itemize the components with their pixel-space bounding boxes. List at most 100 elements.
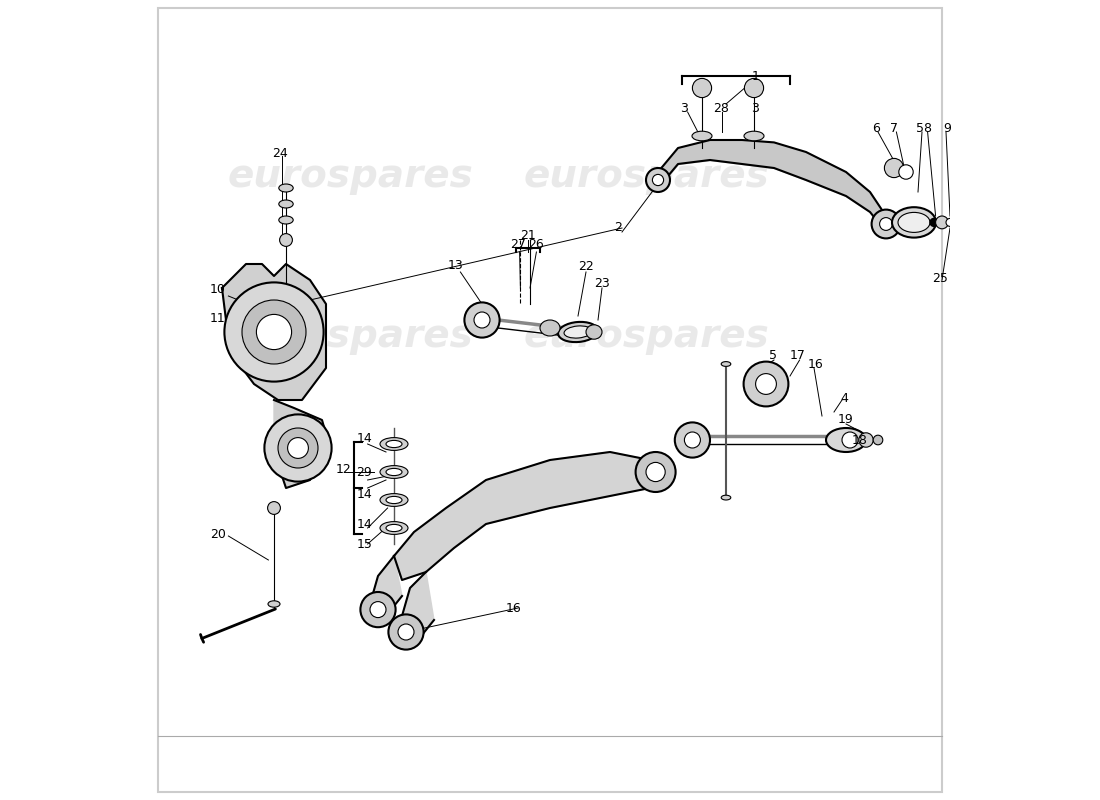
Polygon shape xyxy=(222,264,326,400)
Circle shape xyxy=(287,438,308,458)
Ellipse shape xyxy=(586,325,602,339)
Circle shape xyxy=(873,435,883,445)
Circle shape xyxy=(256,314,292,350)
Text: 12: 12 xyxy=(336,463,352,476)
Ellipse shape xyxy=(278,184,294,192)
Circle shape xyxy=(646,462,666,482)
Circle shape xyxy=(756,374,777,394)
Ellipse shape xyxy=(379,522,408,534)
Text: 27: 27 xyxy=(510,238,526,250)
Circle shape xyxy=(674,422,710,458)
Ellipse shape xyxy=(386,440,402,448)
Circle shape xyxy=(946,218,954,226)
Circle shape xyxy=(464,302,499,338)
Ellipse shape xyxy=(692,131,712,141)
Circle shape xyxy=(474,312,490,328)
Ellipse shape xyxy=(564,326,592,338)
Text: 16: 16 xyxy=(506,602,521,614)
Text: 5: 5 xyxy=(916,122,924,134)
Circle shape xyxy=(880,218,892,230)
Text: 22: 22 xyxy=(579,260,594,273)
Text: eurospares: eurospares xyxy=(227,157,473,195)
Text: 7: 7 xyxy=(890,122,898,134)
Circle shape xyxy=(684,432,701,448)
Ellipse shape xyxy=(379,438,408,450)
Text: 21: 21 xyxy=(520,229,537,242)
Circle shape xyxy=(871,210,901,238)
Circle shape xyxy=(278,428,318,468)
Text: 17: 17 xyxy=(790,349,806,362)
Ellipse shape xyxy=(268,601,280,607)
Ellipse shape xyxy=(540,320,560,336)
Circle shape xyxy=(279,234,293,246)
Text: 25: 25 xyxy=(932,272,947,285)
Text: 4: 4 xyxy=(840,392,848,405)
Circle shape xyxy=(859,433,873,447)
Circle shape xyxy=(692,78,712,98)
Text: eurospares: eurospares xyxy=(227,317,473,355)
Ellipse shape xyxy=(278,200,294,208)
Polygon shape xyxy=(370,556,402,616)
Ellipse shape xyxy=(892,207,936,238)
Text: 19: 19 xyxy=(838,413,854,426)
Circle shape xyxy=(398,624,414,640)
Text: 16: 16 xyxy=(807,358,824,370)
Circle shape xyxy=(842,432,858,448)
Text: 20: 20 xyxy=(210,528,225,541)
Circle shape xyxy=(361,592,396,627)
Ellipse shape xyxy=(898,212,929,232)
Text: 29: 29 xyxy=(356,466,372,478)
Text: 5: 5 xyxy=(769,349,778,362)
Polygon shape xyxy=(274,400,330,488)
Ellipse shape xyxy=(386,468,402,475)
Text: 8: 8 xyxy=(923,122,931,134)
Ellipse shape xyxy=(722,362,730,366)
Ellipse shape xyxy=(386,496,402,504)
Text: 13: 13 xyxy=(448,259,463,272)
Circle shape xyxy=(930,218,938,226)
Circle shape xyxy=(884,158,903,178)
Text: 15: 15 xyxy=(356,538,372,550)
Text: eurospares: eurospares xyxy=(524,317,769,355)
Circle shape xyxy=(388,614,424,650)
Ellipse shape xyxy=(558,322,598,342)
Text: 18: 18 xyxy=(851,434,868,446)
Circle shape xyxy=(646,168,670,192)
Text: 24: 24 xyxy=(272,147,287,160)
Text: 14: 14 xyxy=(356,488,372,501)
Text: 1: 1 xyxy=(751,70,759,83)
Circle shape xyxy=(744,362,789,406)
Text: 6: 6 xyxy=(871,122,880,134)
Circle shape xyxy=(745,78,763,98)
Circle shape xyxy=(242,300,306,364)
Circle shape xyxy=(652,174,663,186)
Text: 14: 14 xyxy=(356,518,372,530)
Ellipse shape xyxy=(379,466,408,478)
Ellipse shape xyxy=(379,494,408,506)
Circle shape xyxy=(264,414,331,482)
Circle shape xyxy=(899,165,913,179)
Ellipse shape xyxy=(722,495,730,500)
Text: eurospares: eurospares xyxy=(524,157,769,195)
Text: 9: 9 xyxy=(944,122,952,134)
Ellipse shape xyxy=(278,216,294,224)
Ellipse shape xyxy=(826,428,866,452)
Text: 26: 26 xyxy=(528,238,544,250)
Circle shape xyxy=(636,452,675,492)
Ellipse shape xyxy=(744,131,764,141)
Circle shape xyxy=(267,502,280,514)
Polygon shape xyxy=(394,452,662,580)
Circle shape xyxy=(224,282,323,382)
Text: 28: 28 xyxy=(713,102,729,115)
Text: 2: 2 xyxy=(614,222,622,234)
Text: 11: 11 xyxy=(210,312,225,325)
Circle shape xyxy=(936,216,948,229)
Ellipse shape xyxy=(386,525,402,532)
Text: 3: 3 xyxy=(751,102,759,115)
Circle shape xyxy=(370,602,386,618)
Text: 10: 10 xyxy=(210,283,225,296)
Text: 14: 14 xyxy=(356,432,372,445)
Polygon shape xyxy=(402,572,434,640)
Text: 23: 23 xyxy=(594,277,609,290)
Text: 3: 3 xyxy=(681,102,689,115)
